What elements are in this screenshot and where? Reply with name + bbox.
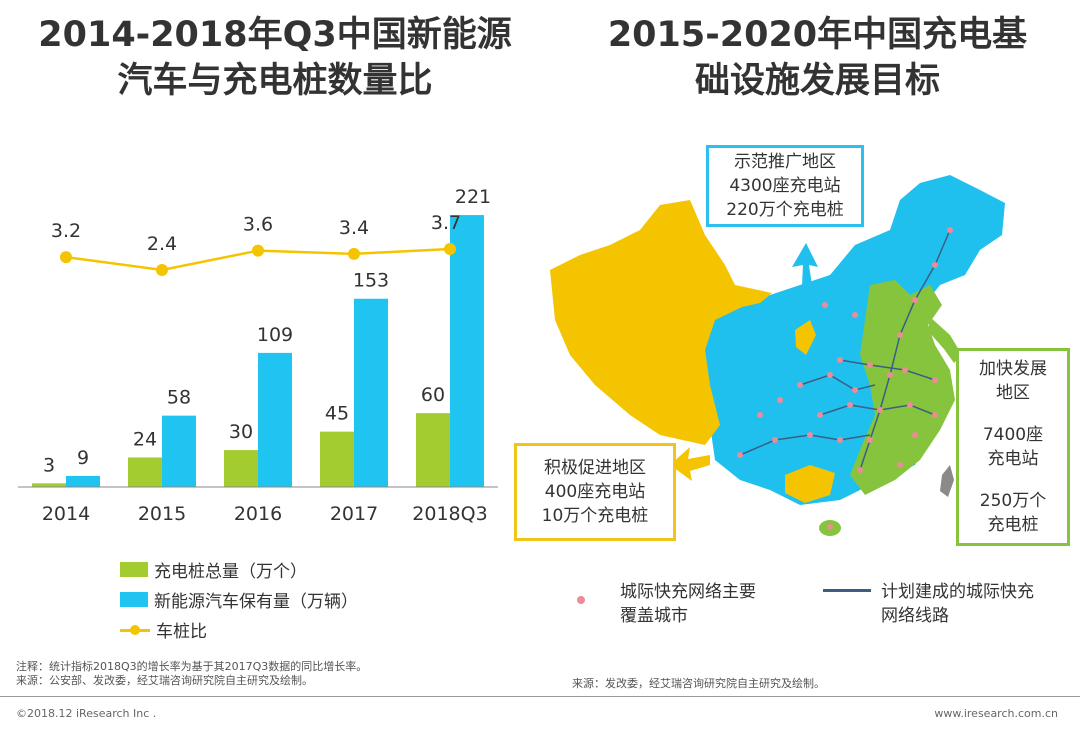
label-piles-2015: 24 xyxy=(133,428,157,450)
legend-ratio-swatch xyxy=(120,622,150,638)
demo-line2: 4300座充电站 xyxy=(729,176,841,196)
legend-piles-label: 充电桩总量（万个） xyxy=(154,562,307,582)
x-tick-2014: 2014 xyxy=(42,503,90,525)
bar-vehicles-2014 xyxy=(66,475,100,487)
arrow-active xyxy=(670,447,710,481)
demo-line3: 220万个充电桩 xyxy=(726,200,844,220)
x-tick-2018Q3: 2018Q3 xyxy=(412,503,487,525)
x-tick-2015: 2015 xyxy=(138,503,186,525)
left-title-line1: 2014-2018年Q3中国新能源 xyxy=(38,15,512,55)
active-line2: 400座充电站 xyxy=(544,482,646,502)
label-vehicles-2014: 9 xyxy=(77,447,89,469)
label-piles-2014: 3 xyxy=(43,454,55,476)
ratio-label-2017: 3.4 xyxy=(339,217,369,239)
active-line1: 积极促进地区 xyxy=(544,458,646,478)
bar-vehicles-2016 xyxy=(258,352,292,487)
map-legend-routes-line1: 计划建成的城际快充 xyxy=(881,582,1034,602)
fast-line6: 充电桩 xyxy=(987,515,1039,535)
label-vehicles-2016: 109 xyxy=(257,324,293,346)
fast-line5: 250万个 xyxy=(979,491,1047,511)
fast-line2: 地区 xyxy=(996,383,1030,403)
label-piles-2016: 30 xyxy=(229,421,253,443)
map-taiwan-island xyxy=(940,465,954,497)
label-vehicles-2015: 58 xyxy=(167,387,191,409)
ratio-point-2017 xyxy=(348,247,360,260)
ratio-label-2015: 2.4 xyxy=(147,233,177,255)
website-link[interactable]: www.iresearch.com.cn xyxy=(934,707,1058,720)
legend-ratio-label: 车桩比 xyxy=(156,622,207,642)
arrow-demo xyxy=(792,243,818,285)
route-line-icon xyxy=(823,589,871,592)
right-title-line2: 础设施发展目标 xyxy=(694,61,940,101)
x-tick-2017: 2017 xyxy=(330,503,378,525)
map-region-active-west xyxy=(550,200,772,445)
demo-line1: 示范推广地区 xyxy=(734,152,836,172)
active-region-box: 积极促进地区 400座充电站 10万个充电桩 xyxy=(514,443,676,541)
right-map-title: 2015-2020年中国充电基 础设施发展目标 xyxy=(555,12,1080,104)
arrow-fast xyxy=(928,317,962,363)
legend-piles-swatch xyxy=(120,562,148,577)
left-title-line2: 汽车与充电桩数量比 xyxy=(117,61,433,101)
legend-vehicles-label: 新能源汽车保有量（万辆） xyxy=(154,592,358,612)
legend-vehicles-swatch xyxy=(120,592,148,607)
right-title-line1: 2015-2020年中国充电基 xyxy=(607,15,1028,55)
bar-piles-2014 xyxy=(32,483,66,487)
legend-ratio: 车桩比 xyxy=(120,617,207,642)
china-charging-map xyxy=(550,175,1005,536)
label-piles-2018Q3: 60 xyxy=(421,384,445,406)
footer-divider xyxy=(0,696,1080,697)
ratio-point-2018Q3 xyxy=(444,243,456,255)
ratio-point-2014 xyxy=(60,251,72,264)
x-tick-2016: 2016 xyxy=(234,503,282,525)
map-region-fast xyxy=(850,280,955,495)
active-line3: 10万个充电桩 xyxy=(541,506,649,526)
demo-region-box: 示范推广地区 4300座充电站 220万个充电桩 xyxy=(706,145,864,227)
map-region-active-guangxi xyxy=(785,465,835,503)
fast-region-box: 加快发展 地区 7400座 充电站 250万个 充电桩 xyxy=(956,348,1070,546)
map-legend-cities-line2: 覆盖城市 xyxy=(620,606,688,626)
bar-vehicles-2018Q3 xyxy=(450,215,484,487)
ratio-label-2018Q3: 3.7 xyxy=(431,212,461,234)
map-legend-cities-line1: 城际快充网络主要 xyxy=(620,582,756,602)
ratio-point-2016 xyxy=(252,244,264,257)
bar-vehicles-2017 xyxy=(354,298,388,487)
bar-piles-2016 xyxy=(224,450,258,487)
bar-piles-2018Q3 xyxy=(416,413,450,487)
legend-piles: 充电桩总量（万个） xyxy=(120,557,307,582)
bar-line-chart: 3 9 2014 24 58 2015 30 109 2016 45 153 2017 60 221 201… xyxy=(18,186,498,525)
ratio-label-2016: 3.6 xyxy=(243,214,273,236)
source-left-text: 来源：公安部、发改委，经艾瑞咨询研究院自主研究及绘制。 xyxy=(16,674,313,687)
map-region-active-ningxia xyxy=(795,320,816,355)
bar-piles-2015 xyxy=(128,457,162,487)
label-vehicles-2018Q3: 221 xyxy=(455,186,491,208)
source-right-text: 来源：发改委，经艾瑞咨询研究院自主研究及绘制。 xyxy=(572,677,825,690)
map-legend-cities: 城际快充网络主要 覆盖城市 xyxy=(577,580,756,628)
map-legend-routes: 计划建成的城际快充 网络线路 xyxy=(823,580,1034,628)
notes-left: 注释：统计指标2018Q3的增长率为基于其2017Q3数据的同比增长率。 来源：… xyxy=(16,660,367,688)
fast-line4: 充电站 xyxy=(987,449,1039,469)
left-chart-title: 2014-2018年Q3中国新能源 汽车与充电桩数量比 xyxy=(10,12,540,104)
fast-line3: 7400座 xyxy=(982,425,1044,445)
fast-line1: 加快发展 xyxy=(979,359,1047,379)
ratio-label-2014: 3.2 xyxy=(51,220,81,242)
label-piles-2017: 45 xyxy=(325,403,349,425)
copyright: ©2018.12 iResearch Inc . xyxy=(16,707,157,720)
bar-vehicles-2015 xyxy=(162,415,196,487)
legend-vehicles: 新能源汽车保有量（万辆） xyxy=(120,587,358,612)
label-vehicles-2017: 153 xyxy=(353,270,389,292)
city-dot-icon xyxy=(577,596,585,604)
intercity-city-dots xyxy=(737,227,953,530)
map-legend-routes-line2: 网络线路 xyxy=(881,606,949,626)
note-text: 注释：统计指标2018Q3的增长率为基于其2017Q3数据的同比增长率。 xyxy=(16,660,368,673)
ratio-point-2015 xyxy=(156,264,168,276)
bar-piles-2017 xyxy=(320,431,354,487)
